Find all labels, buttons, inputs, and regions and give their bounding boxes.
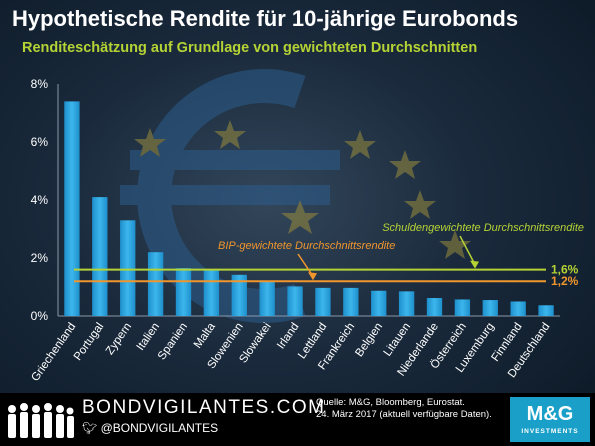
- mg-logo: M&G INVESTMENTS: [510, 397, 590, 442]
- debt-weighted-annotation: Schuldengewichtete Durchschnittsrendite: [382, 222, 584, 234]
- y-tick-label: 6%: [31, 135, 49, 149]
- x-tick-label: Zypern: [104, 321, 134, 357]
- x-tick-label: Irland: [275, 321, 301, 351]
- bar: [259, 281, 275, 316]
- bar: [287, 286, 303, 316]
- bar: [203, 269, 220, 316]
- bar: [398, 291, 415, 316]
- euro-background-icon: [120, 69, 471, 323]
- bar: [231, 274, 247, 316]
- y-tick-label: 8%: [31, 77, 49, 91]
- bar: [426, 298, 443, 316]
- bars: [64, 101, 554, 317]
- bar: [92, 197, 108, 316]
- chart-subtitle: Renditeschätzung auf Grundlage von gewic…: [22, 40, 478, 56]
- reference-value-label: 1,2%: [551, 274, 579, 288]
- twitter-handle: 🐦︎ @BONDVIGILANTES: [82, 421, 218, 435]
- y-tick-label: 0%: [31, 309, 49, 323]
- bar: [371, 290, 387, 316]
- bar: [175, 268, 192, 316]
- bar: [454, 299, 471, 316]
- y-tick-label: 4%: [31, 193, 49, 207]
- bar: [510, 301, 526, 316]
- reference-lines: 1,6%1,2% Schuldengewichtete Durchschnitts…: [74, 222, 584, 288]
- bar: [343, 287, 359, 316]
- arrow-head-icon: [308, 272, 317, 281]
- x-tick-label: Malta: [192, 320, 218, 350]
- source-line-2: 24. März 2017 (aktuell verfügbare Daten)…: [316, 409, 492, 420]
- bar: [64, 101, 80, 317]
- bar: [482, 300, 498, 316]
- x-tick-label: Italien: [135, 321, 162, 353]
- chart-title: Hypothetische Rendite für 10-jährige Eur…: [12, 6, 519, 31]
- brand-name: BONDVIGILANTES.COM: [82, 397, 326, 418]
- bar: [120, 220, 136, 316]
- people-silhouettes-icon: [8, 403, 74, 438]
- footer: BONDVIGILANTES.COM 🐦︎ @BONDVIGILANTES Qu…: [0, 393, 595, 446]
- source-note: Quelle: M&G, Bloomberg, Eurostat. 24. Mä…: [316, 397, 506, 421]
- source-line-1: Quelle: M&G, Bloomberg, Eurostat.: [316, 397, 465, 408]
- handle-text: @BONDVIGILANTES: [100, 421, 219, 435]
- bar: [147, 252, 164, 316]
- y-tick-label: 2%: [31, 251, 49, 265]
- annotation-arrow: [459, 235, 476, 265]
- logo-sub: INVESTMENTS: [521, 428, 579, 435]
- logo-main: M&G: [526, 403, 574, 425]
- x-tick-label: Belgien: [353, 321, 385, 359]
- y-axis: 0% 2% 4% 6% 8%: [31, 77, 560, 323]
- chart-area: 0% 2% 4% 6% 8% 1,6%1,2% Schuldengewichtete Du…: [29, 69, 584, 384]
- bar: [315, 287, 331, 316]
- twitter-bird-icon: 🐦︎: [82, 421, 98, 435]
- gdp-weighted-annotation: BIP-gewichtete Durchschnittsrendite: [218, 240, 395, 252]
- reference-value-label: 1,6%: [551, 263, 579, 277]
- bar: [538, 305, 554, 316]
- arrow-head-icon: [470, 260, 479, 269]
- x-tick-label: Griechenland: [29, 321, 78, 384]
